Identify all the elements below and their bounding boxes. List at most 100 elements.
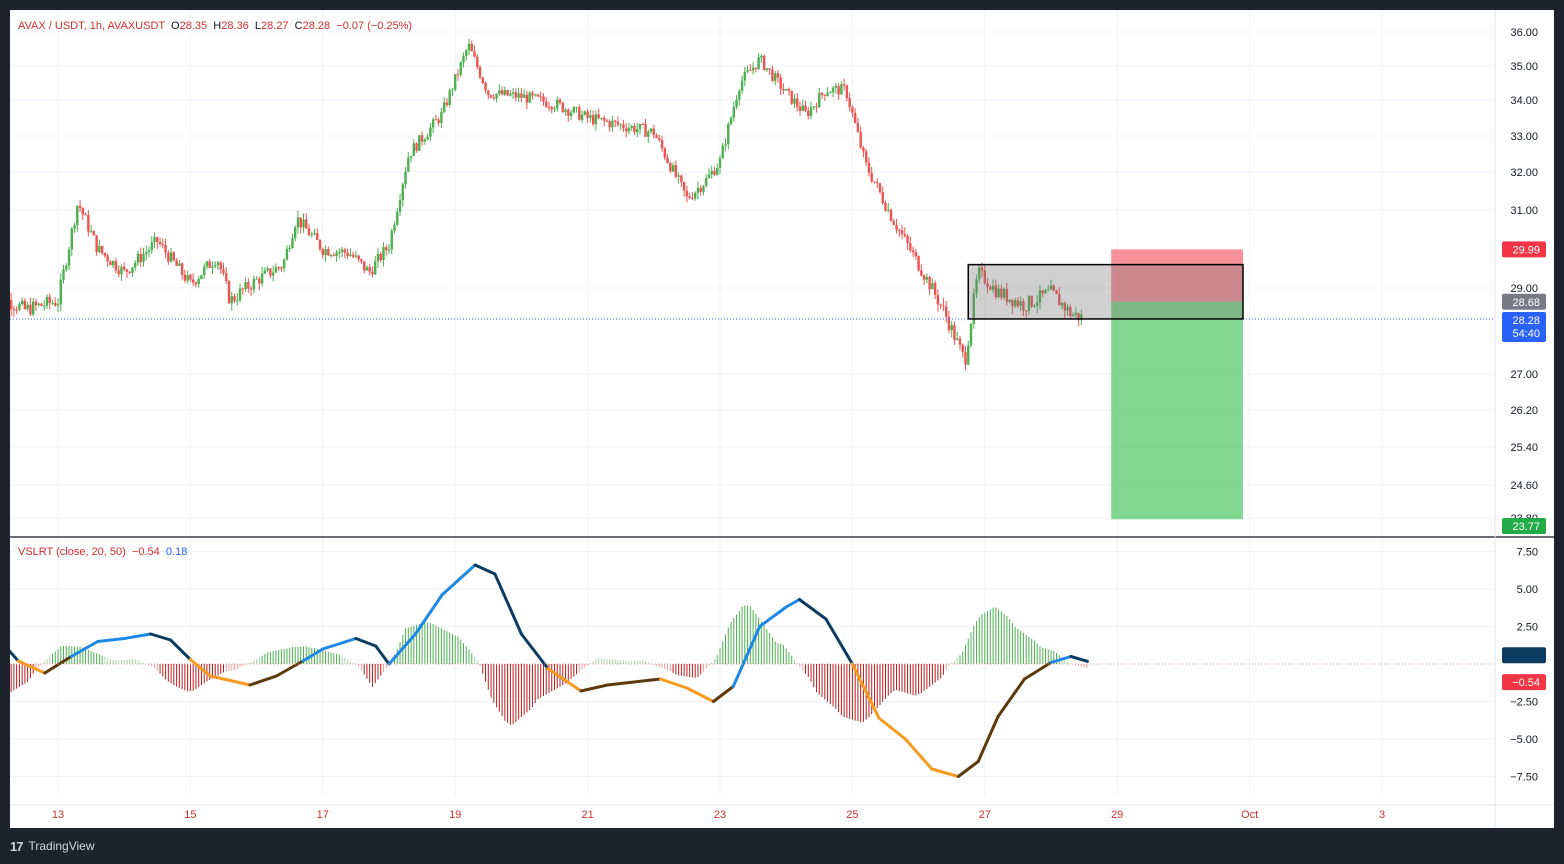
candle-body: [321, 249, 324, 256]
vslrt-line-segment: [797, 598, 828, 621]
candle-body: [324, 248, 327, 256]
price-tick-label: 35.00: [1510, 61, 1538, 73]
vslrt-line-segment: [731, 625, 762, 688]
candle-body: [247, 282, 250, 289]
tradingview-logo-icon: 17: [10, 838, 24, 854]
candle-body: [751, 67, 755, 71]
candle-body: [222, 269, 225, 273]
candle-body: [103, 252, 107, 256]
candle-body: [636, 129, 639, 133]
current-price-badge: 28.28: [1512, 315, 1540, 327]
candle-body: [125, 269, 129, 272]
indicator-legend[interactable]: VSLRT (close, 20, 50) −0.54 0.18: [18, 546, 187, 558]
candle-body: [216, 262, 220, 265]
candle-body: [139, 253, 142, 262]
candle-body: [1036, 302, 1039, 306]
short-position-tool[interactable]: [1111, 249, 1243, 520]
price-tick-label: 36.00: [1510, 27, 1538, 39]
candle-body: [961, 344, 964, 353]
candle-body: [183, 274, 187, 281]
price-tick-label: 27.00: [1510, 369, 1538, 381]
candle-body: [128, 271, 131, 273]
time-tick-label: 17: [317, 809, 329, 821]
price-tick-label: 26.20: [1510, 405, 1538, 417]
chart-canvas[interactable]: 36.0035.0034.0033.0032.0031.0029.0027.00…: [10, 10, 1554, 828]
candle-body: [713, 170, 716, 175]
candle-body: [569, 112, 573, 116]
candle-body: [936, 294, 940, 305]
vslrt-line-segment: [122, 632, 153, 640]
candle-body: [644, 124, 647, 137]
time-tick-label: 3: [1379, 809, 1385, 821]
candle-body: [407, 157, 410, 172]
stop-loss-zone[interactable]: [1111, 249, 1243, 302]
candle-body: [255, 278, 258, 280]
candle-body: [749, 70, 752, 72]
candle-body: [815, 106, 818, 108]
candle-body: [87, 214, 90, 232]
take-profit-zone[interactable]: [1111, 301, 1243, 520]
consolidation-box[interactable]: [967, 263, 1244, 320]
candle-body: [271, 272, 275, 276]
price-tick-label: 24.60: [1510, 480, 1538, 492]
candle-body: [867, 162, 871, 173]
candle-body: [1022, 301, 1025, 311]
candle-body: [994, 285, 998, 298]
candle-body: [1069, 307, 1072, 317]
candle-body: [238, 288, 242, 301]
indicator-axis[interactable]: 7.50 5.00 2.50 −2.50 −5.00 −7.50: [1510, 547, 1538, 784]
candle-body: [332, 255, 336, 257]
indicator-tick-label: −2.50: [1510, 697, 1538, 709]
range-rectangle[interactable]: [967, 263, 1244, 320]
candle-body: [660, 140, 664, 149]
candle-body: [158, 242, 162, 245]
vslrt-line: [10, 563, 1494, 778]
candle-body: [1008, 299, 1011, 302]
candle-body: [236, 300, 239, 302]
candle-body: [492, 97, 496, 99]
vslrt-line-segment: [301, 647, 325, 663]
candle-body: [487, 90, 490, 96]
vslrt-line-segment: [784, 598, 801, 609]
candle-body: [718, 158, 722, 168]
candle-body: [294, 227, 297, 239]
candle-body: [73, 225, 76, 229]
bar-countdown: 54:40: [1512, 328, 1540, 340]
chart-frame: 36.00 35.00 34.00 33.00 32.00 31.00 29.00 27.00…: [10, 10, 1554, 828]
candle-body: [473, 51, 476, 57]
indicator-tick-label: 5.00: [1517, 584, 1538, 596]
candle-body: [269, 268, 272, 276]
candle-body: [70, 228, 73, 250]
time-axis[interactable]: 13 15 17 19 21 23 25 27 29 Oct 3: [52, 809, 1385, 821]
candle-body: [208, 261, 211, 268]
candle-body: [969, 323, 973, 346]
candle-body: [318, 240, 322, 250]
candle-body: [649, 128, 653, 132]
candle-body: [1060, 303, 1064, 306]
candle-body: [997, 288, 1000, 298]
candle-body: [503, 90, 507, 95]
candle-body: [476, 56, 479, 68]
candle-body: [511, 92, 515, 94]
candle-body: [244, 282, 247, 290]
candle-body: [145, 252, 148, 255]
candle-body: [950, 325, 953, 331]
candle-body: [539, 96, 542, 98]
candle-body: [939, 304, 942, 306]
candle-body: [903, 234, 907, 236]
pane-separator[interactable]: [10, 10, 1554, 828]
candle-body: [600, 117, 603, 119]
time-tick-label: 27: [979, 809, 991, 821]
candle-body: [520, 93, 523, 98]
vslrt-line-segment: [169, 638, 192, 661]
candle-body: [95, 235, 98, 253]
candle-body: [462, 55, 465, 63]
price-axis[interactable]: 36.00 35.00 34.00 33.00 32.00 31.00 29.00 27.00…: [1510, 27, 1538, 525]
candle-body: [18, 304, 21, 310]
candle-body: [467, 43, 471, 51]
symbol-legend[interactable]: AVAX / USDT, 1h, AVAXUSDT O28.35 H28.36 …: [18, 20, 413, 32]
close-value: 28.28: [302, 20, 331, 32]
candle-body: [106, 255, 109, 262]
candle-body: [798, 106, 802, 111]
candle-body: [291, 238, 294, 249]
